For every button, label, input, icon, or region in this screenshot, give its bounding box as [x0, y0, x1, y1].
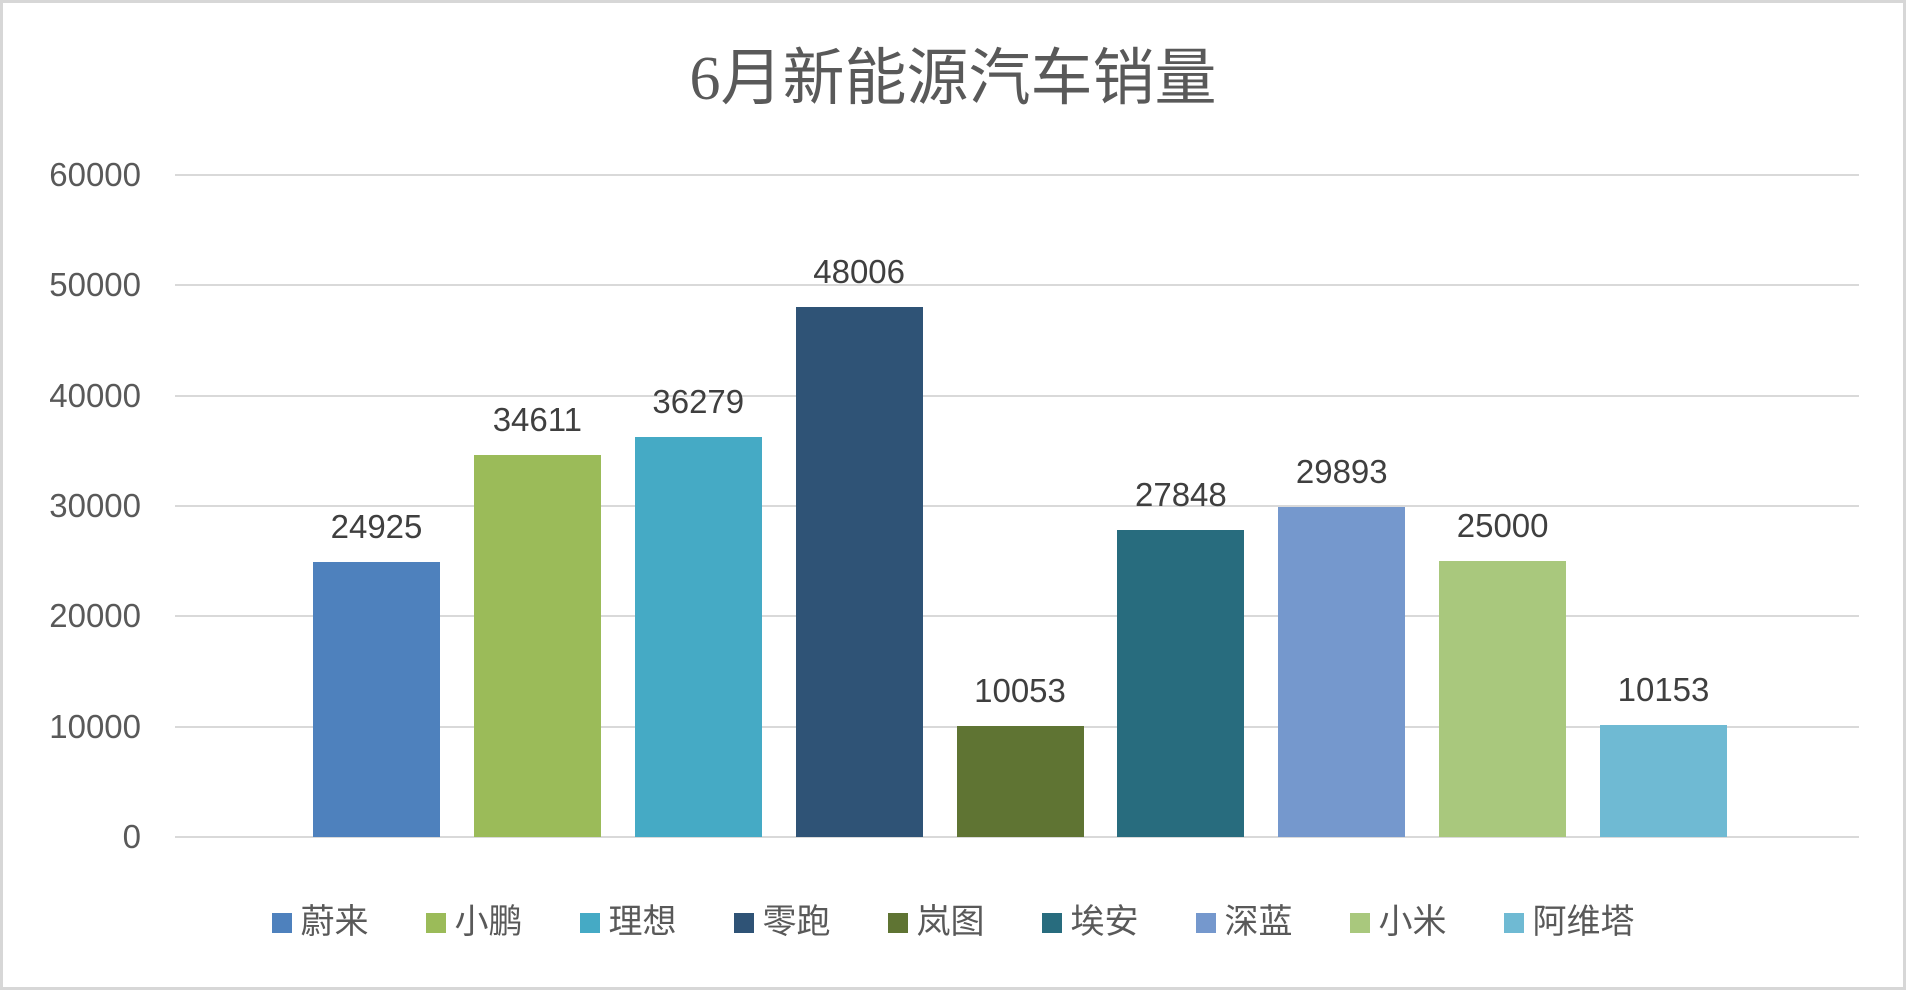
legend-swatch — [579, 913, 600, 933]
gridline — [175, 284, 1859, 287]
legend-label: 深蓝 — [1224, 904, 1293, 941]
bar — [956, 726, 1084, 837]
bar-value-label: 29893 — [1295, 453, 1388, 491]
legend-label: 蔚来 — [300, 904, 369, 941]
legend-swatch — [271, 913, 292, 933]
legend-label: 小米 — [1378, 904, 1447, 941]
legend-item: 岚图 — [887, 903, 985, 943]
legend-swatch — [887, 913, 908, 933]
legend-label: 岚图 — [916, 904, 985, 941]
legend-swatch — [1503, 913, 1524, 933]
legend-label: 阿维塔 — [1532, 904, 1635, 941]
legend-item: 深蓝 — [1195, 903, 1293, 943]
bar-value-label: 36279 — [652, 382, 745, 420]
bar — [634, 436, 762, 837]
legend-label: 埃安 — [1070, 904, 1139, 941]
y-tick-label: 0 — [122, 818, 141, 855]
bar-value-label: 24925 — [330, 508, 423, 545]
gridline — [175, 836, 1859, 838]
legend-label: 零跑 — [762, 904, 831, 941]
legend-label: 小鹏 — [454, 904, 523, 941]
bar — [1117, 529, 1245, 837]
bar-value-label: 10053 — [974, 672, 1066, 710]
legend-swatch — [1349, 913, 1370, 933]
legend-item: 阿维塔 — [1503, 903, 1635, 943]
bar — [1439, 561, 1567, 837]
legend-item: 零跑 — [733, 903, 831, 943]
legend-swatch — [425, 913, 446, 933]
bar-value-label: 27848 — [1134, 475, 1227, 513]
legend-item: 埃安 — [1041, 903, 1139, 943]
gridline — [175, 174, 1859, 176]
bar-value-label: 48006 — [813, 253, 905, 291]
legend-item: 蔚来 — [271, 903, 369, 943]
plot-area: 24925 34611 36279 48006 10053 27848 29893 25000… — [175, 174, 1859, 838]
legend-label: 理想 — [608, 904, 677, 941]
legend-swatch — [1041, 913, 1062, 933]
bar-value-label: 34611 — [492, 401, 583, 439]
bar — [313, 562, 440, 837]
y-tick-label: 60000 — [49, 156, 141, 193]
gridline — [175, 394, 1859, 397]
y-tick-label: 50000 — [49, 266, 141, 304]
y-tick-label: 30000 — [49, 487, 141, 524]
y-tick-label: 20000 — [49, 597, 141, 635]
gridline — [175, 615, 1859, 618]
y-tick-label: 10000 — [49, 707, 141, 745]
legend-item: 理想 — [579, 903, 677, 943]
bar — [473, 455, 601, 837]
legend: 蔚来 小鹏 理想 零跑 岚图 埃安 深蓝 小米 阿维塔 — [3, 903, 1903, 943]
bar — [1278, 507, 1406, 837]
y-tick-label: 40000 — [49, 376, 141, 414]
bar — [1600, 724, 1727, 837]
bar-value-label: 25000 — [1456, 507, 1549, 545]
legend-swatch — [1195, 913, 1216, 933]
chart-title: 6月新能源汽车销量 — [689, 45, 1217, 113]
legend-swatch — [733, 913, 754, 933]
gridline — [175, 505, 1859, 507]
legend-item: 小鹏 — [425, 903, 523, 943]
bar-value-label: 10153 — [1617, 670, 1710, 708]
legend-item: 小米 — [1349, 903, 1447, 943]
bar — [795, 307, 923, 837]
